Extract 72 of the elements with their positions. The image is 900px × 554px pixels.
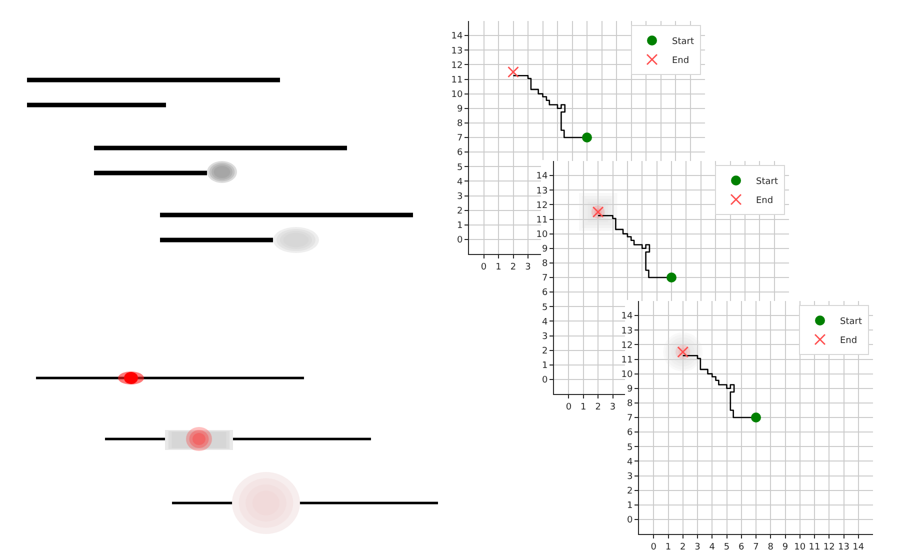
x-tick-label: 12 bbox=[823, 542, 835, 552]
legend-label: End bbox=[756, 196, 774, 206]
legend-label: Start bbox=[756, 177, 778, 188]
y-tick-label: 10 bbox=[451, 90, 463, 100]
x-tick-label: 0 bbox=[566, 402, 572, 412]
x-tick-label: 10 bbox=[794, 542, 806, 552]
x-tick-label: 1 bbox=[496, 262, 502, 272]
y-tick-label: 3 bbox=[456, 192, 463, 202]
y-tick-label: 1 bbox=[626, 501, 633, 512]
y-tick-label: 2 bbox=[626, 486, 633, 496]
legend-label: End bbox=[840, 336, 858, 346]
x-tick-label: 2 bbox=[595, 402, 601, 412]
y-tick-label: 1 bbox=[542, 361, 548, 372]
y-tick-label: 3 bbox=[542, 332, 548, 342]
y-tick-label: 0 bbox=[626, 516, 633, 526]
y-tick-label: 13 bbox=[621, 326, 633, 336]
y-tick-label: 5 bbox=[542, 302, 548, 313]
y-tick-label: 0 bbox=[542, 376, 548, 386]
y-tick-label: 12 bbox=[621, 340, 633, 351]
y-tick-label: 6 bbox=[456, 148, 463, 158]
y-tick-label: 7 bbox=[626, 414, 633, 424]
y-tick-label: 10 bbox=[536, 230, 548, 240]
y-tick-label: 11 bbox=[451, 75, 463, 86]
x-tick-label: 7 bbox=[753, 542, 759, 552]
x-tick-label: 6 bbox=[738, 542, 745, 552]
legend-label: Start bbox=[672, 37, 694, 48]
y-tick-label: 9 bbox=[456, 104, 463, 115]
y-tick-label: 7 bbox=[542, 274, 548, 284]
x-tick-label: 3 bbox=[525, 262, 531, 272]
x-tick-label: 1 bbox=[580, 402, 586, 412]
x-tick-label: 14 bbox=[852, 542, 864, 552]
x-tick-label: 13 bbox=[838, 542, 850, 552]
y-tick-label: 6 bbox=[626, 428, 633, 438]
x-tick-label: 0 bbox=[480, 262, 487, 272]
x-tick-label: 4 bbox=[709, 542, 716, 552]
y-tick-label: 9 bbox=[542, 244, 548, 255]
y-tick-label: 4 bbox=[542, 317, 548, 328]
y-tick-label: 8 bbox=[456, 119, 463, 130]
y-tick-label: 7 bbox=[456, 134, 463, 144]
y-tick-label: 0 bbox=[456, 236, 463, 246]
legend-label: End bbox=[672, 56, 690, 66]
x-tick-label: 2 bbox=[680, 542, 686, 552]
y-tick-label: 14 bbox=[451, 32, 463, 42]
y-tick-label: 6 bbox=[542, 288, 548, 298]
y-tick-label: 10 bbox=[621, 370, 633, 380]
x-tick-label: 1 bbox=[665, 542, 672, 552]
y-tick-label: 9 bbox=[626, 384, 633, 395]
y-tick-label: 12 bbox=[451, 60, 463, 71]
y-tick-label: 11 bbox=[536, 215, 548, 226]
x-tick-label: 2 bbox=[510, 262, 516, 272]
y-tick-label: 11 bbox=[621, 355, 633, 366]
x-tick-label: 3 bbox=[694, 542, 700, 552]
y-tick-label: 4 bbox=[626, 457, 633, 468]
y-tick-label: 14 bbox=[621, 312, 633, 322]
x-tick-label: 3 bbox=[610, 402, 616, 412]
y-tick-label: 5 bbox=[456, 162, 463, 173]
x-tick-label: 11 bbox=[808, 542, 820, 552]
y-tick-label: 2 bbox=[456, 206, 463, 216]
y-tick-label: 13 bbox=[536, 186, 548, 196]
y-tick-label: 4 bbox=[456, 177, 463, 188]
x-tick-label: 8 bbox=[768, 542, 774, 552]
legend-label: Start bbox=[840, 317, 862, 328]
x-tick-label: 0 bbox=[650, 542, 657, 552]
y-tick-label: 13 bbox=[451, 46, 463, 56]
y-tick-label: 2 bbox=[542, 346, 548, 356]
y-tick-label: 5 bbox=[626, 442, 633, 453]
y-tick-label: 12 bbox=[536, 200, 548, 211]
x-tick-label: 5 bbox=[724, 542, 730, 552]
y-tick-label: 14 bbox=[536, 172, 548, 182]
y-tick-label: 3 bbox=[626, 472, 633, 482]
y-tick-label: 1 bbox=[456, 221, 463, 232]
x-tick-label: 9 bbox=[782, 542, 788, 552]
